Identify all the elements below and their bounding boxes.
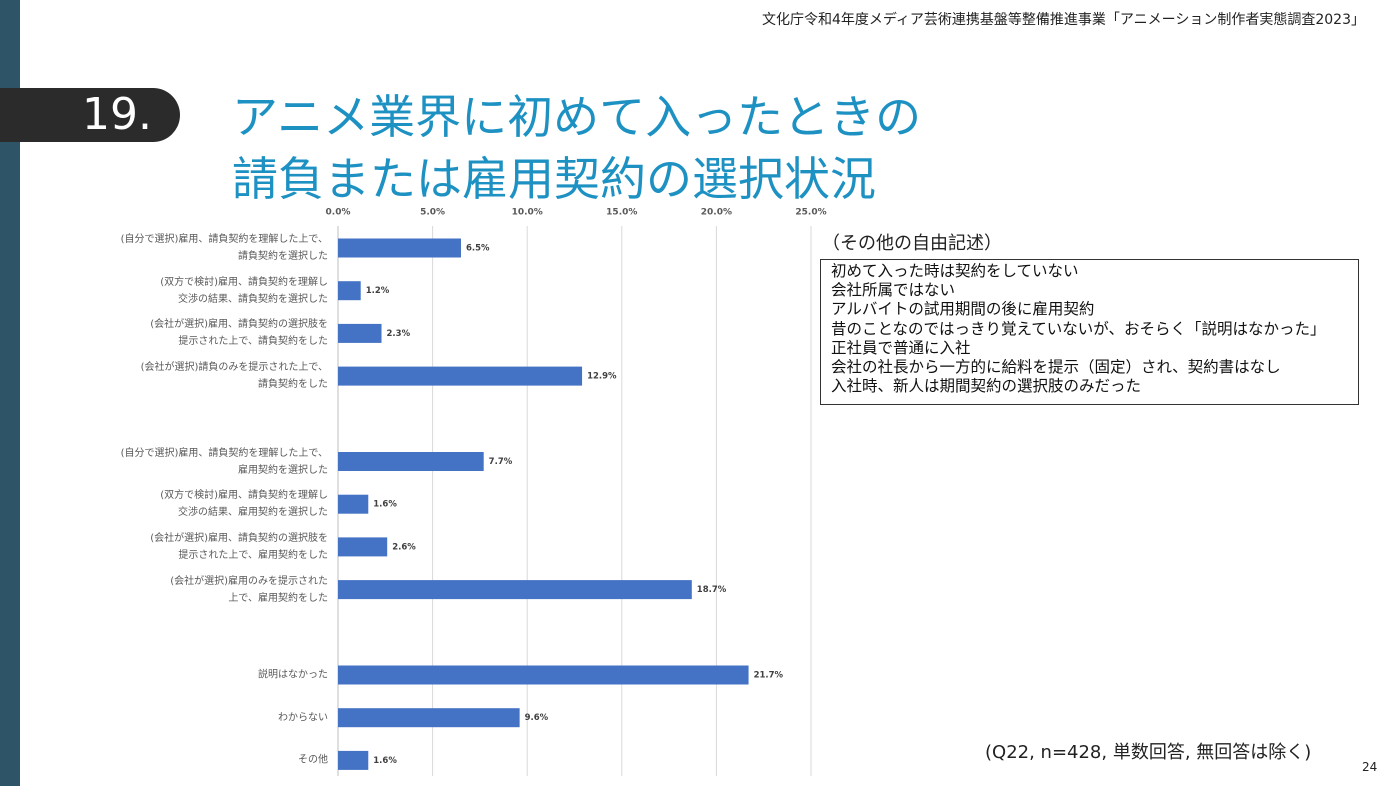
value-label: 9.6%	[525, 713, 549, 723]
note-box: 初めて入った時は契約をしていない 会社所属ではない アルバイトの試用期間の後に雇用契…	[820, 259, 1359, 405]
y-tick-label: (自分で選択)雇用、請負契約を理解した上で、 請負契約を選択した	[120, 234, 328, 262]
value-label: 2.6%	[392, 542, 416, 552]
note-line: 昔のことなのではっきり覚えていないが、おそらく「説明はなかった」	[831, 319, 1326, 338]
x-tick-label: 0.0%	[326, 208, 351, 218]
y-tick-label: その他	[298, 754, 328, 766]
bar	[338, 238, 461, 258]
value-label: 6.5%	[466, 244, 490, 254]
slide-title: アニメ業界に初めて入ったときの 請負または雇用契約の選択状況	[232, 90, 922, 206]
y-tick-label: (会社が選択)請負のみを提示された上で、 請負契約をした	[140, 362, 328, 391]
y-tick-label: (双方で検討)雇用、請負契約を理解し 交渉の結果、雇用契約を選択した	[160, 490, 328, 519]
header: 文化庁令和4年度メディア芸術連携基盤等整備推進事業「アニメーション制作者実態調査…	[762, 12, 1365, 28]
note-line: 会社の社長から一方的に給料を提示（固定）され、契約書はなし	[831, 358, 1281, 377]
bar	[338, 580, 692, 600]
value-label: 12.9%	[587, 372, 617, 382]
note-line: 正社員で普通に入社	[831, 338, 971, 357]
x-tick-label: 10.0%	[512, 208, 543, 218]
section-number: 19.	[0, 88, 180, 142]
y-tick-label: (双方で検討)雇用、請負契約を理解し 交渉の結果、請負契約を選択した	[160, 276, 328, 305]
x-tick-label: 25.0%	[795, 208, 826, 218]
note-heading: （その他の自由記述）	[822, 233, 1002, 254]
bar	[338, 366, 583, 386]
value-label: 7.7%	[489, 457, 513, 467]
bar	[338, 537, 388, 557]
value-label: 1.6%	[373, 500, 397, 510]
side-bar	[0, 0, 20, 786]
bar	[338, 323, 382, 343]
footnote: (Q22, n=428, 単数回答, 無回答は除く)	[985, 742, 1312, 763]
x-tick-label: 5.0%	[420, 208, 445, 218]
y-tick-label: (会社が選択)雇用、請負契約の選択肢を 提示された上で、請負契約をした	[150, 319, 328, 348]
note-line: 入社時、新人は期間契約の選択肢のみだった	[831, 377, 1142, 396]
bar	[338, 750, 369, 770]
value-label: 1.6%	[373, 756, 397, 766]
note-line: 会社所属ではない	[831, 281, 956, 300]
bar	[338, 281, 361, 301]
y-tick-label: (会社が選択)雇用、請負契約の選択肢を 提示された上で、雇用契約をした	[150, 532, 328, 561]
y-tick-label: わからない	[278, 712, 328, 724]
bar	[338, 452, 484, 471]
value-label: 2.3%	[387, 329, 411, 339]
y-tick-label: (会社が選択)雇用のみを提示された 上で、雇用契約をした	[170, 575, 328, 604]
value-label: 21.7%	[754, 671, 784, 681]
note-line: 初めて入った時は契約をしていない	[831, 262, 1079, 280]
bar	[338, 494, 369, 514]
note-line: アルバイトの試用期間の後に雇用契約	[831, 300, 1095, 319]
y-tick-label: (自分で選択)雇用、請負契約を理解した上で、 雇用契約を選択した	[120, 447, 328, 476]
page-number: 24	[1362, 760, 1378, 774]
bar	[338, 665, 749, 685]
x-tick-label: 20.0%	[701, 208, 732, 218]
value-label: 18.7%	[697, 585, 727, 595]
x-tick-label: 15.0%	[606, 208, 637, 218]
y-tick-label: 説明はなかった	[258, 669, 328, 681]
bar	[338, 708, 520, 728]
value-label: 1.2%	[366, 286, 390, 296]
